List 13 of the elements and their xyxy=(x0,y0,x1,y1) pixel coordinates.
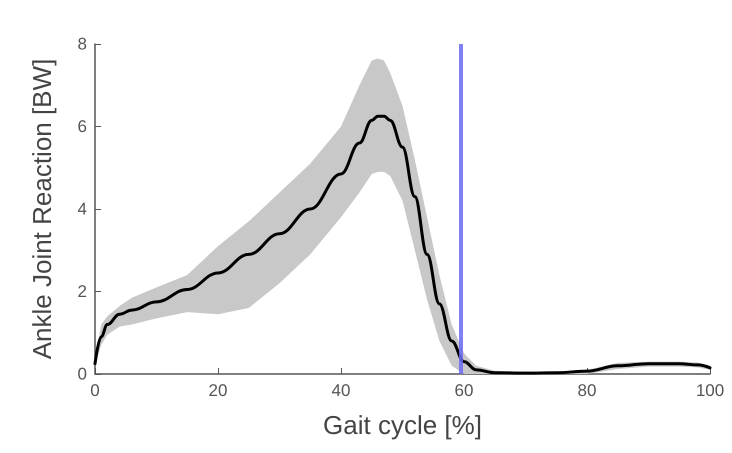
y-tick-label: 0 xyxy=(78,364,87,384)
y-axis-title: Ankle Joint Reaction [BW] xyxy=(27,58,57,360)
y-tick-label: 6 xyxy=(78,117,87,136)
y-tick-label: 4 xyxy=(78,200,87,218)
y-tick-label: 8 xyxy=(78,34,87,54)
y-tick-label: 2 xyxy=(78,282,87,301)
x-tick-label: 40 xyxy=(332,381,350,400)
x-tick-label: 60 xyxy=(454,381,474,400)
x-tick-label: 80 xyxy=(578,381,596,400)
x-tick-label: 0 xyxy=(90,381,100,400)
x-axis-title: Gait cycle [%] xyxy=(323,410,482,440)
x-tick-label: 100 xyxy=(696,381,724,400)
x-tick-label: 20 xyxy=(208,381,228,400)
